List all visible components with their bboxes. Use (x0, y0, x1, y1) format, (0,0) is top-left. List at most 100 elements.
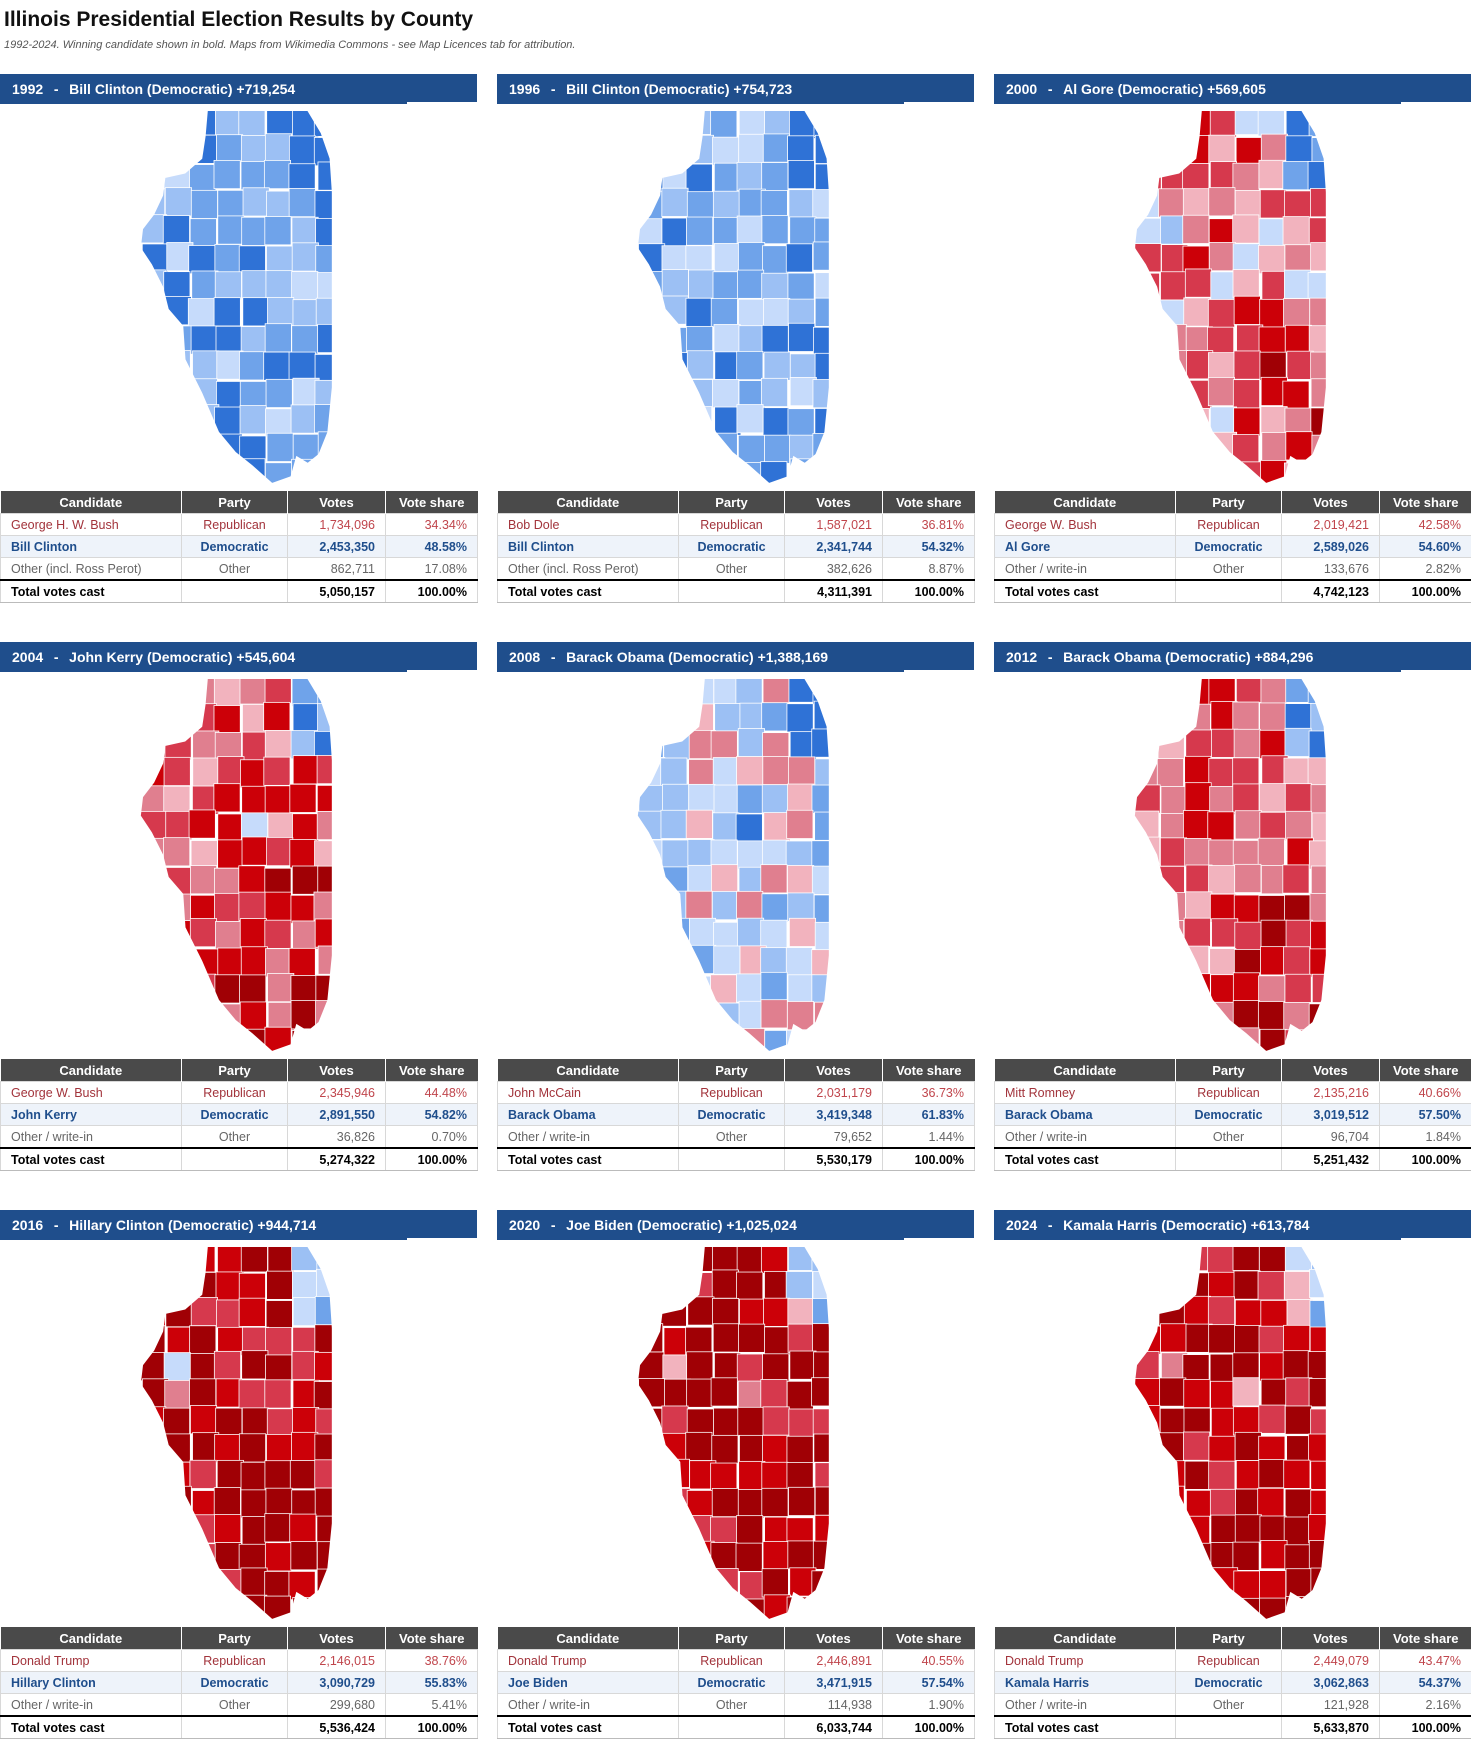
county-shape (789, 1350, 817, 1380)
county-shape (1185, 891, 1213, 921)
county-shape (786, 1001, 815, 1031)
county-shape (1208, 1460, 1236, 1490)
county-shape (739, 1571, 767, 1601)
column-header: Party (181, 1627, 288, 1650)
county-shape (215, 1378, 243, 1408)
candidate-cell: Bill Clinton (0, 535, 182, 558)
votes-cell: 121,928 (1281, 1693, 1380, 1717)
county-shape (266, 837, 294, 867)
share-cell: 38.76% (385, 1649, 478, 1672)
county-shape (736, 973, 764, 1003)
county-shape (762, 245, 790, 275)
county-shape (1259, 1515, 1287, 1545)
county-shape (313, 110, 333, 137)
county-shape (1258, 895, 1286, 925)
county-shape (217, 839, 245, 869)
county-shape (710, 1377, 738, 1407)
county-shape (214, 1434, 242, 1464)
results-table: Candidate Party Votes Vote share George W. B… (0, 1059, 478, 1171)
county-shape (638, 1433, 666, 1463)
share-cell: 54.82% (385, 1103, 478, 1126)
county-shape (314, 190, 333, 220)
votes-cell: 5,530,179 (784, 1147, 883, 1171)
county-shape (140, 1432, 166, 1462)
county-shape (1260, 1300, 1288, 1330)
county-shape (1259, 702, 1287, 732)
county-shape (760, 377, 788, 407)
candidate-cell: Barack Obama (994, 1103, 1176, 1126)
county-shape (760, 919, 788, 949)
county-shape (140, 730, 168, 760)
candidate-cell: Other / write-in (994, 557, 1176, 581)
county-shape (1134, 323, 1162, 353)
total-row: Total votes cast 6,033,744 100.00% (497, 1715, 975, 1739)
county-shape (1258, 326, 1286, 356)
county-shape (663, 731, 691, 761)
header-separator: - (1047, 1217, 1053, 1233)
county-shape (188, 245, 216, 275)
county-shape (292, 920, 320, 950)
county-shape (787, 160, 815, 190)
share-cell: 1.90% (882, 1693, 975, 1717)
county-shape (1211, 728, 1239, 758)
county-shape (267, 973, 295, 1003)
county-shape (1157, 945, 1185, 975)
county-shape (712, 1595, 740, 1620)
election-year: 2000 (1006, 81, 1038, 97)
democratic-row: Joe Biden Democratic 3,471,915 57.54% (497, 1671, 975, 1694)
county-shape (760, 999, 788, 1029)
candidate-cell: George W. Bush (994, 513, 1176, 536)
county-shape (710, 1462, 738, 1492)
county-shape (238, 865, 266, 895)
democratic-row: Kamala Harris Democratic 3,062,863 54.37% (994, 1671, 1471, 1694)
votes-cell: 5,536,424 (287, 1715, 386, 1739)
column-header: Votes (287, 1627, 386, 1650)
county-shape (1232, 972, 1260, 1002)
county-shape (713, 216, 741, 247)
county-shape (1160, 1002, 1188, 1032)
county-shape (1159, 1027, 1187, 1052)
county-shape (662, 1354, 690, 1384)
county-shape (787, 892, 815, 922)
county-shape (1308, 1003, 1327, 1033)
county-shape (316, 755, 333, 785)
county-shape (141, 1540, 169, 1570)
candidate-cell: Donald Trump (497, 1649, 679, 1672)
county-shape (811, 1377, 830, 1407)
election-year: 2020 (509, 1217, 541, 1233)
county-shape (663, 1030, 691, 1052)
county-shape (685, 809, 713, 839)
county-shape (1310, 1460, 1327, 1490)
share-cell: 42.58% (1379, 513, 1471, 536)
county-shape (714, 1352, 742, 1382)
share-cell: 40.55% (882, 1649, 975, 1672)
county-shape (314, 840, 333, 870)
county-shape (165, 1269, 193, 1299)
county-shape (1134, 133, 1162, 163)
county-shape (1184, 1460, 1212, 1490)
county-shape (289, 1513, 317, 1543)
county-shape (140, 1595, 166, 1620)
county-shape (1232, 162, 1260, 192)
county-shape (762, 133, 790, 163)
election-headline: Bill Clinton (Democratic) +754,723 (566, 81, 793, 97)
county-shape (737, 840, 765, 870)
county-shape (764, 110, 792, 138)
county-shape (213, 1487, 241, 1517)
county-shape (1260, 1540, 1288, 1570)
share-cell: 100.00% (882, 1147, 975, 1171)
county-shape (190, 865, 218, 895)
county-shape (241, 731, 269, 761)
county-shape (1310, 920, 1327, 950)
share-cell: 5.41% (385, 1693, 478, 1717)
county-shape (164, 187, 192, 217)
county-shape (711, 1488, 739, 1518)
county-shape (1284, 703, 1312, 733)
county-shape (187, 298, 215, 328)
county-shape (1160, 1323, 1188, 1353)
county-shape (315, 1408, 333, 1438)
panel-header: 2012- Barack Obama (Democratic) +884,296 (994, 642, 1471, 672)
county-shape (1236, 324, 1264, 354)
county-shape (165, 810, 193, 841)
county-shape (664, 380, 692, 410)
